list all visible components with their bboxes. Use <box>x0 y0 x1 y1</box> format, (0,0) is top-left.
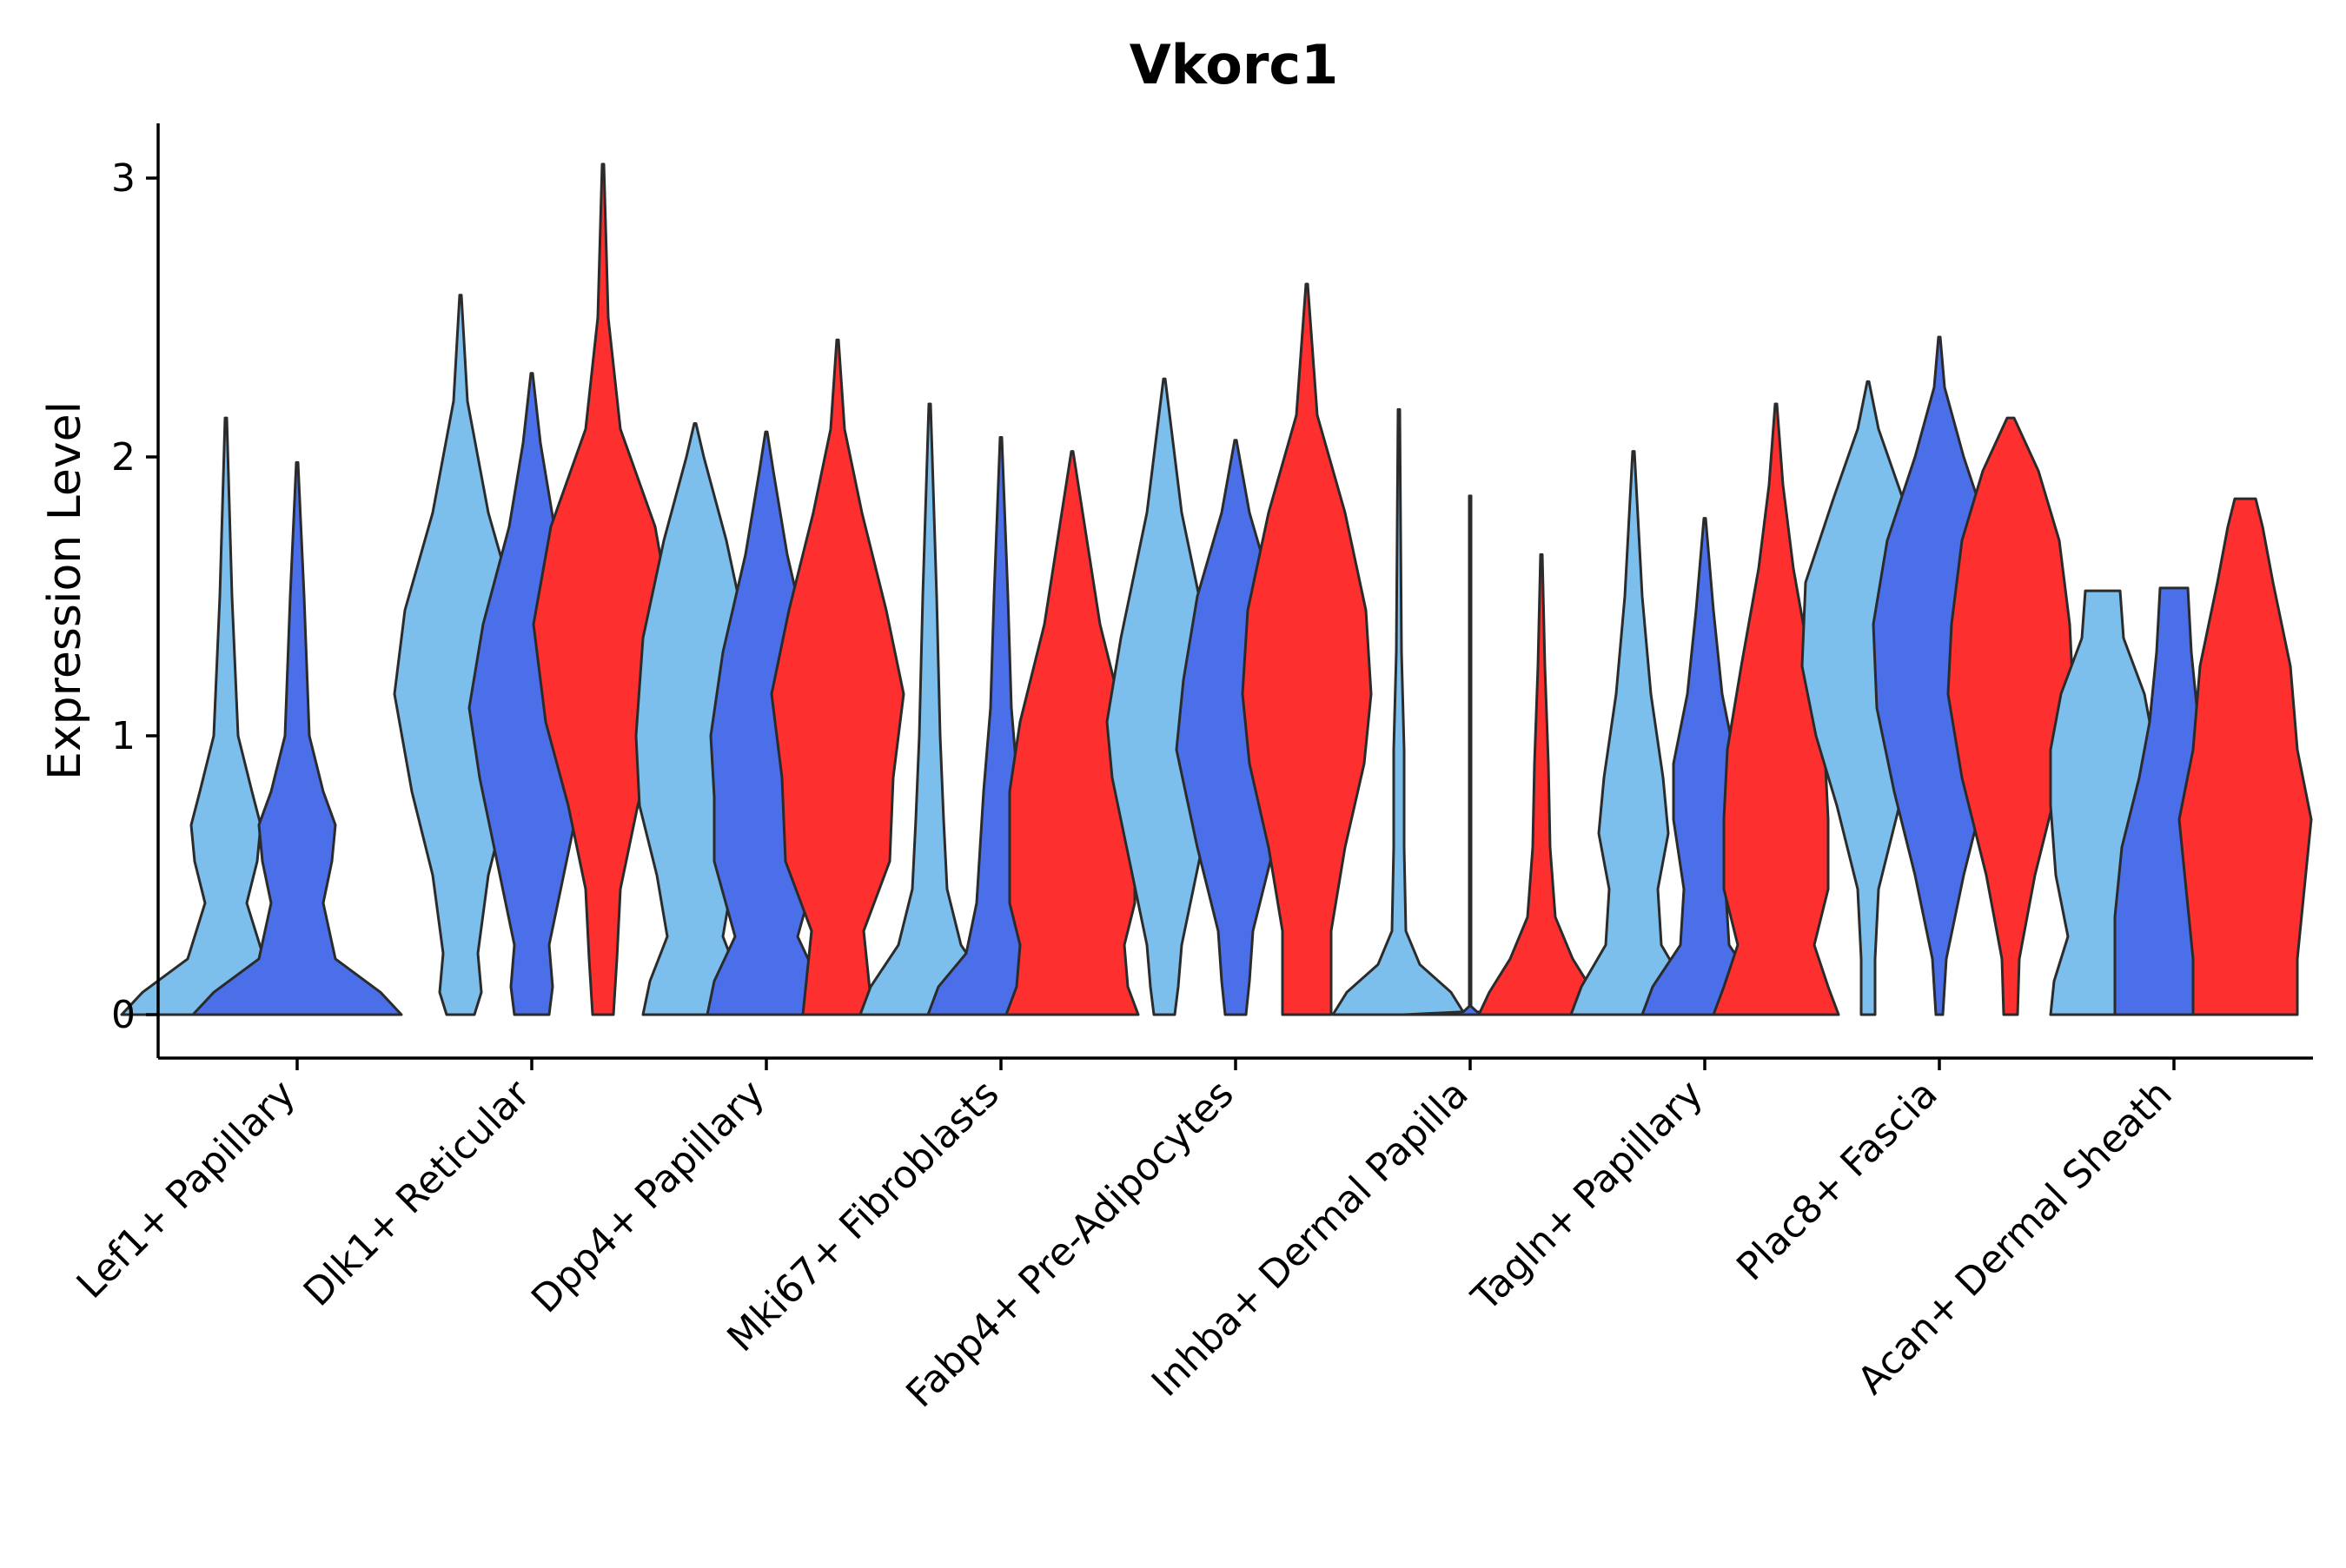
violin-light_blue <box>1105 377 1223 1016</box>
violin-red <box>770 338 905 1016</box>
x-tick-label: Dlk1+ Reticular <box>295 1071 540 1315</box>
y-ticks: 0 1 2 3 <box>111 156 158 1037</box>
x-tick-label: Lef1+ Papillary <box>69 1072 304 1307</box>
chart-title: Vkorc1 <box>1130 33 1339 96</box>
violin-light_blue <box>120 416 332 1016</box>
violin-red <box>2177 497 2313 1016</box>
violin-red <box>1477 552 1606 1016</box>
violins-layer <box>120 162 2313 1016</box>
y-tick-label: 3 <box>111 156 136 201</box>
violin-red <box>1712 402 1840 1016</box>
violin-light_blue <box>1569 450 1698 1016</box>
violin-blue <box>191 460 403 1016</box>
x-tick-label: Dpp4+ Papillary <box>523 1072 773 1322</box>
violin-blue <box>1402 494 1538 1016</box>
violin-light_blue <box>1331 407 1467 1016</box>
y-tick-label: 1 <box>111 714 136 758</box>
y-tick-label: 2 <box>111 435 136 480</box>
y-axis-label: Expression Level <box>39 401 91 780</box>
x-tick-label: Plac8+ Fascia <box>1728 1072 1946 1290</box>
violin-red <box>1241 282 1373 1016</box>
x-tick-label: Tagln+ Papillary <box>1463 1072 1712 1320</box>
y-tick-label: 0 <box>111 993 136 1037</box>
violin-blue <box>467 372 596 1016</box>
violin-light_blue <box>858 402 1001 1016</box>
